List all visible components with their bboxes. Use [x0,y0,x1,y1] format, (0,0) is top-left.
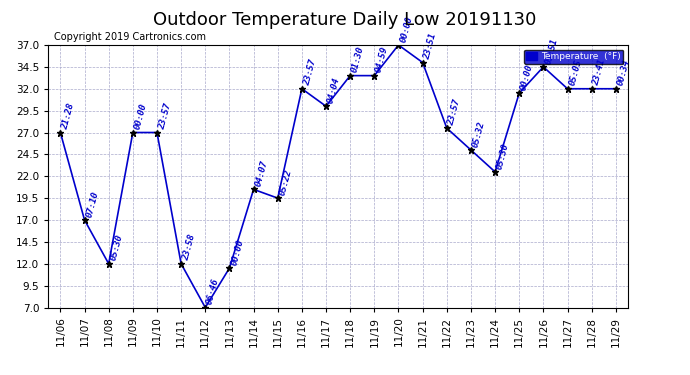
Text: 05:51: 05:51 [544,37,559,65]
Text: 23:41: 23:41 [591,59,607,87]
Text: 00:00: 00:00 [132,102,148,131]
Text: 23:57: 23:57 [447,98,462,126]
Text: Copyright 2019 Cartronics.com: Copyright 2019 Cartronics.com [54,32,206,42]
Text: 00:00: 00:00 [229,238,245,266]
Text: Outdoor Temperature Daily Low 20191130: Outdoor Temperature Daily Low 20191130 [153,11,537,29]
Text: 05:30: 05:30 [495,142,511,170]
Text: 01:30: 01:30 [350,46,366,74]
Text: 05:32: 05:32 [471,120,486,148]
Text: 00:00: 00:00 [398,15,414,43]
Text: 06:46: 06:46 [206,278,221,306]
Text: 23:58: 23:58 [181,234,197,262]
Text: 07:10: 07:10 [85,190,100,218]
Legend: Temperature  (°F): Temperature (°F) [524,50,623,64]
Text: 23:57: 23:57 [157,102,172,131]
Text: 04:59: 04:59 [374,46,390,74]
Text: 23:51: 23:51 [422,33,438,61]
Text: 05:05: 05:05 [567,59,583,87]
Text: 00:00: 00:00 [519,63,535,92]
Text: 21:28: 21:28 [61,102,76,131]
Text: 00:34: 00:34 [615,59,631,87]
Text: 05:30: 05:30 [109,234,124,262]
Text: 04:07: 04:07 [254,159,269,188]
Text: 23:57: 23:57 [302,59,317,87]
Text: 05:22: 05:22 [277,168,293,196]
Text: 04:04: 04:04 [326,76,342,105]
